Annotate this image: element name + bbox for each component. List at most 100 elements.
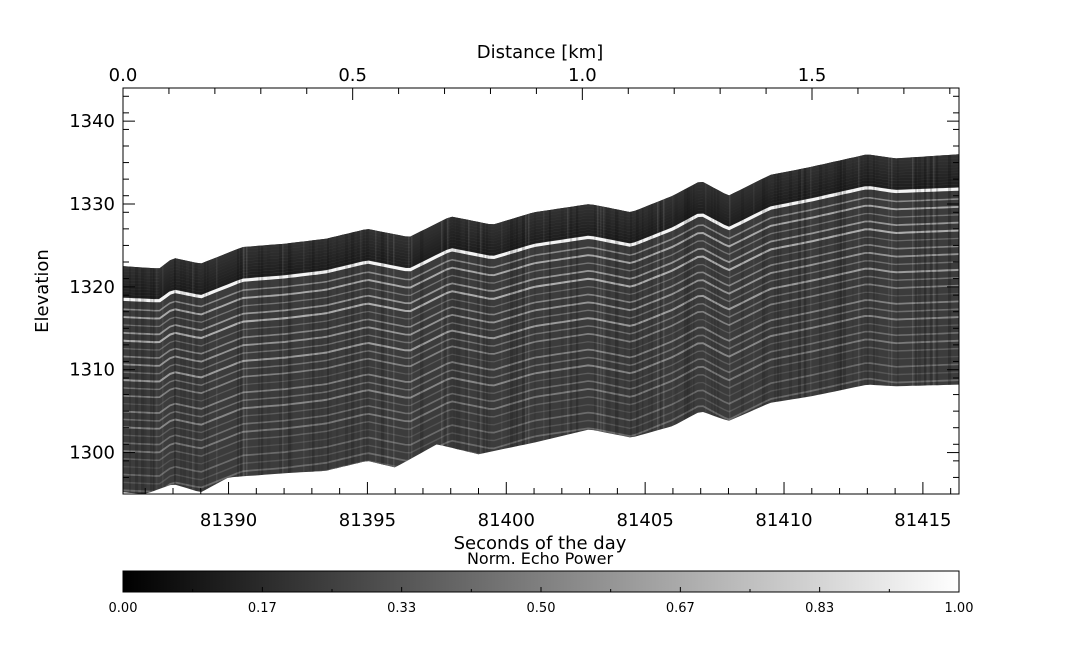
trace-stripe bbox=[351, 154, 355, 494]
trace-stripe bbox=[600, 154, 602, 494]
trace-stripe bbox=[174, 154, 176, 494]
colorbar-tick-label: 0.50 bbox=[527, 601, 556, 616]
internal-layer bbox=[123, 283, 959, 399]
trace-stripe bbox=[852, 154, 854, 494]
trace-stripe bbox=[135, 154, 139, 494]
x-tick-label: 81405 bbox=[617, 510, 674, 531]
near-surface-layer bbox=[123, 154, 959, 270]
top-axis-title: Distance [km] bbox=[477, 42, 603, 63]
x-tick-label: 81415 bbox=[894, 510, 951, 531]
internal-layer bbox=[123, 244, 959, 359]
trace-stripe bbox=[207, 154, 209, 494]
trace-stripe bbox=[780, 154, 782, 494]
trace-stripe bbox=[516, 154, 518, 494]
trace-stripe bbox=[933, 154, 935, 494]
trace-stripe bbox=[312, 154, 315, 494]
trace-stripe bbox=[777, 154, 780, 494]
y-tick-label: 1330 bbox=[69, 194, 115, 215]
trace-stripe bbox=[453, 154, 456, 494]
trace-stripe bbox=[834, 154, 837, 494]
colorbar-tick-label: 0.00 bbox=[109, 601, 138, 616]
trace-stripe bbox=[192, 154, 194, 494]
trace-stripe bbox=[459, 154, 462, 494]
trace-stripe bbox=[450, 154, 453, 494]
internal-layer bbox=[123, 370, 959, 485]
trace-stripe bbox=[375, 154, 377, 494]
trace-stripe bbox=[267, 154, 271, 494]
trace-stripe bbox=[141, 154, 145, 494]
trace-stripe bbox=[357, 154, 360, 494]
trace-stripe bbox=[522, 154, 525, 494]
distance-tick-label: 0.0 bbox=[109, 65, 138, 86]
trace-stripe bbox=[420, 154, 424, 494]
near-surface-layer bbox=[123, 171, 959, 288]
trace-stripe bbox=[891, 154, 893, 494]
near-surface-layer bbox=[123, 180, 959, 296]
near-surface-layer bbox=[123, 159, 959, 276]
internal-layer bbox=[123, 197, 959, 312]
trace-stripe bbox=[912, 154, 914, 494]
internal-layer bbox=[123, 330, 959, 446]
x-axis-seconds: 81390 81395 81400 81405 81410 81415 bbox=[144, 482, 952, 531]
trace-stripe bbox=[630, 154, 632, 494]
internal-layer bbox=[123, 362, 959, 477]
trace-stripe bbox=[615, 154, 619, 494]
trace-stripe bbox=[576, 154, 579, 494]
trace-stripe bbox=[810, 154, 812, 494]
trace-stripe bbox=[603, 154, 605, 494]
trace-stripe bbox=[858, 154, 860, 494]
x-tick-label: 81400 bbox=[478, 510, 535, 531]
trace-stripe bbox=[243, 154, 245, 494]
trace-stripe bbox=[570, 154, 573, 494]
trace-stripe bbox=[663, 154, 665, 494]
trace-stripe bbox=[567, 154, 569, 494]
trace-stripe bbox=[717, 154, 720, 494]
trace-stripe bbox=[864, 154, 868, 494]
x-tick-label: 81390 bbox=[200, 510, 257, 531]
trace-stripe bbox=[534, 154, 536, 494]
internal-layer bbox=[123, 236, 959, 351]
trace-stripe bbox=[690, 154, 692, 494]
internal-layer bbox=[123, 275, 959, 391]
trace-stripe bbox=[819, 154, 823, 494]
trace-stripe bbox=[327, 154, 330, 494]
trace-stripe bbox=[444, 154, 447, 494]
trace-stripe bbox=[411, 154, 413, 494]
trace-stripe bbox=[804, 154, 807, 494]
colorbar-tick-label: 0.67 bbox=[666, 601, 695, 616]
trace-stripe bbox=[861, 154, 863, 494]
trace-stripe bbox=[456, 154, 460, 494]
trace-stripe bbox=[318, 154, 321, 494]
trace-stripe bbox=[447, 154, 449, 494]
trace-stripe bbox=[729, 154, 731, 494]
trace-stripe bbox=[801, 154, 803, 494]
trace-stripe bbox=[873, 154, 876, 494]
top-axis-distance: 0.0 0.5 1.0 1.5 bbox=[109, 65, 951, 100]
trace-stripe bbox=[927, 154, 929, 494]
trace-stripe bbox=[363, 154, 365, 494]
internal-layer bbox=[123, 299, 959, 414]
colorbar: Norm. Echo Power 0.00 0.17 0.33 0.50 0.67 0.8… bbox=[109, 549, 974, 616]
plot-frame bbox=[122, 87, 960, 495]
internal-layer bbox=[123, 228, 959, 344]
near-surface-layer bbox=[123, 174, 959, 291]
internal-layer bbox=[123, 204, 959, 320]
trace-stripe bbox=[948, 154, 952, 494]
trace-stripe bbox=[657, 154, 659, 494]
trace-stripe bbox=[246, 154, 248, 494]
trace-stripe bbox=[465, 154, 468, 494]
internal-layer bbox=[123, 346, 959, 461]
trace-stripe bbox=[684, 154, 688, 494]
surface-reflector-line bbox=[123, 186, 959, 303]
trace-stripe bbox=[216, 154, 218, 494]
near-surface-layer bbox=[123, 165, 959, 282]
trace-stripe bbox=[543, 154, 545, 494]
trace-stripe bbox=[528, 154, 530, 494]
internal-layer bbox=[123, 377, 959, 493]
trace-stripe bbox=[675, 154, 678, 494]
trace-stripe bbox=[642, 154, 644, 494]
trace-stripe bbox=[624, 154, 627, 494]
internal-layer bbox=[123, 323, 959, 438]
trace-stripe bbox=[360, 154, 362, 494]
trace-stripe bbox=[468, 154, 470, 494]
